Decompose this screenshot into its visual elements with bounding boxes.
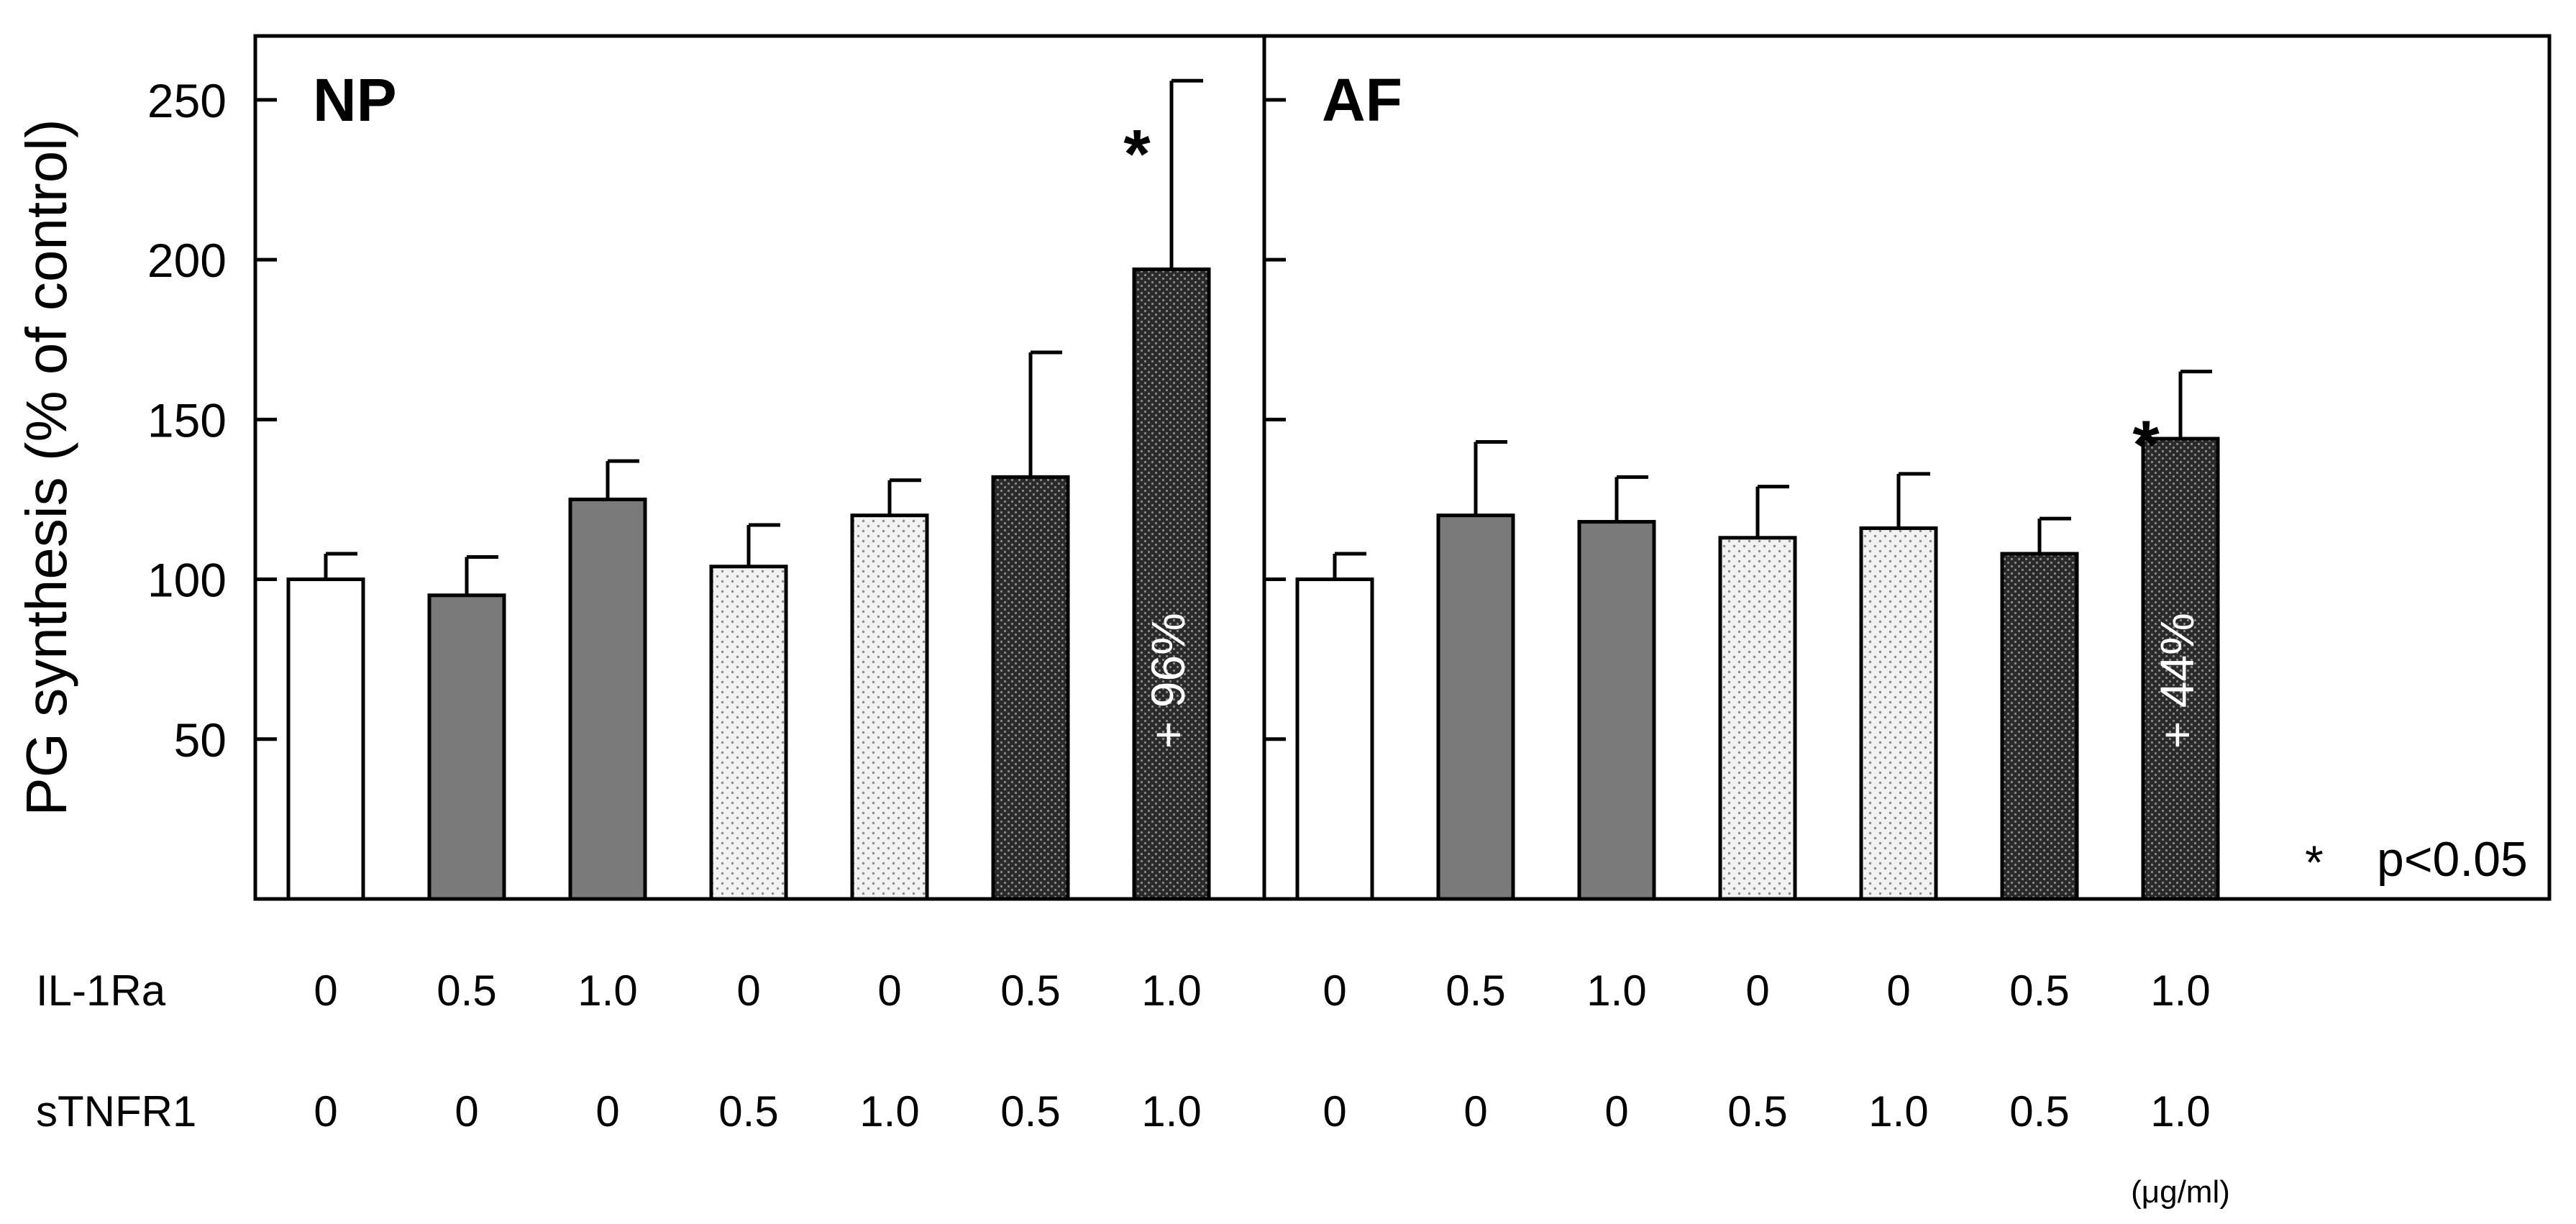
bar xyxy=(427,593,506,901)
il1ra-value: 0.5 xyxy=(437,967,496,1015)
bar xyxy=(1718,536,1797,901)
stnfr1-value: 0 xyxy=(455,1087,478,1136)
il1ra-value: 1.0 xyxy=(2150,967,2210,1015)
row-label-stnfr1: sTNFR1 xyxy=(36,1087,196,1136)
legend-marker: * xyxy=(2305,836,2324,889)
y-tick-label: 250 xyxy=(147,74,227,127)
bar xyxy=(709,565,788,901)
il1ra-value: 1.0 xyxy=(577,967,637,1015)
y-tick-label: 150 xyxy=(147,393,227,447)
bar xyxy=(568,497,647,901)
legend-text: p<0.05 xyxy=(2377,832,2528,887)
y-tick-label: 200 xyxy=(147,234,227,287)
stnfr1-value: 0 xyxy=(595,1087,619,1136)
stnfr1-value: 0 xyxy=(1604,1087,1628,1136)
bar xyxy=(1436,513,1515,901)
unit-label: (μg/ml) xyxy=(2131,1174,2230,1210)
bar xyxy=(1132,267,1211,901)
significance-marker: * xyxy=(1123,116,1151,193)
row-label-il1ra: IL-1Ra xyxy=(36,967,166,1015)
stnfr1-value: 1.0 xyxy=(2150,1087,2210,1136)
stnfr1-value: 0.5 xyxy=(2009,1087,2069,1136)
il1ra-value: 0 xyxy=(877,967,901,1015)
percent-annotation: + 44% xyxy=(2150,613,2203,749)
y-axis-label: PG synthesis (% of control) xyxy=(14,119,78,816)
significance-marker: * xyxy=(2132,407,2160,484)
bar xyxy=(2000,552,2079,901)
bar xyxy=(1859,526,1938,901)
stnfr1-value: 0 xyxy=(1323,1087,1346,1136)
y-tick-label: 100 xyxy=(147,554,227,607)
il1ra-value: 0.5 xyxy=(1445,967,1505,1015)
y-tick-label: 50 xyxy=(174,713,227,767)
bar xyxy=(286,577,365,901)
il1ra-value: 0 xyxy=(736,967,760,1015)
stnfr1-value: 0 xyxy=(314,1087,337,1136)
stnfr1-value: 1.0 xyxy=(859,1087,919,1136)
bar xyxy=(991,475,1070,901)
il1ra-value: 0.5 xyxy=(2009,967,2069,1015)
bar xyxy=(1577,520,1656,901)
il1ra-value: 0 xyxy=(1745,967,1769,1015)
il1ra-value: 0.5 xyxy=(1000,967,1060,1015)
il1ra-value: 0 xyxy=(1323,967,1346,1015)
il1ra-value: 1.0 xyxy=(1586,967,1646,1015)
stnfr1-value: 0.5 xyxy=(1000,1087,1060,1136)
stnfr1-value: 0.5 xyxy=(718,1087,778,1136)
il1ra-value: 1.0 xyxy=(1141,967,1201,1015)
stnfr1-value: 1.0 xyxy=(1868,1087,1928,1136)
stnfr1-value: 0.5 xyxy=(1727,1087,1787,1136)
plot-frame xyxy=(253,34,2552,901)
panel-label: NP xyxy=(313,66,397,134)
stnfr1-value: 0 xyxy=(1463,1087,1487,1136)
panel-label: AF xyxy=(1322,66,1402,134)
il1ra-value: 0 xyxy=(314,967,337,1015)
bar xyxy=(1295,577,1374,901)
stnfr1-value: 1.0 xyxy=(1141,1087,1201,1136)
il1ra-value: 0 xyxy=(1886,967,1910,1015)
bar xyxy=(850,513,929,901)
percent-annotation: + 96% xyxy=(1141,613,1195,749)
